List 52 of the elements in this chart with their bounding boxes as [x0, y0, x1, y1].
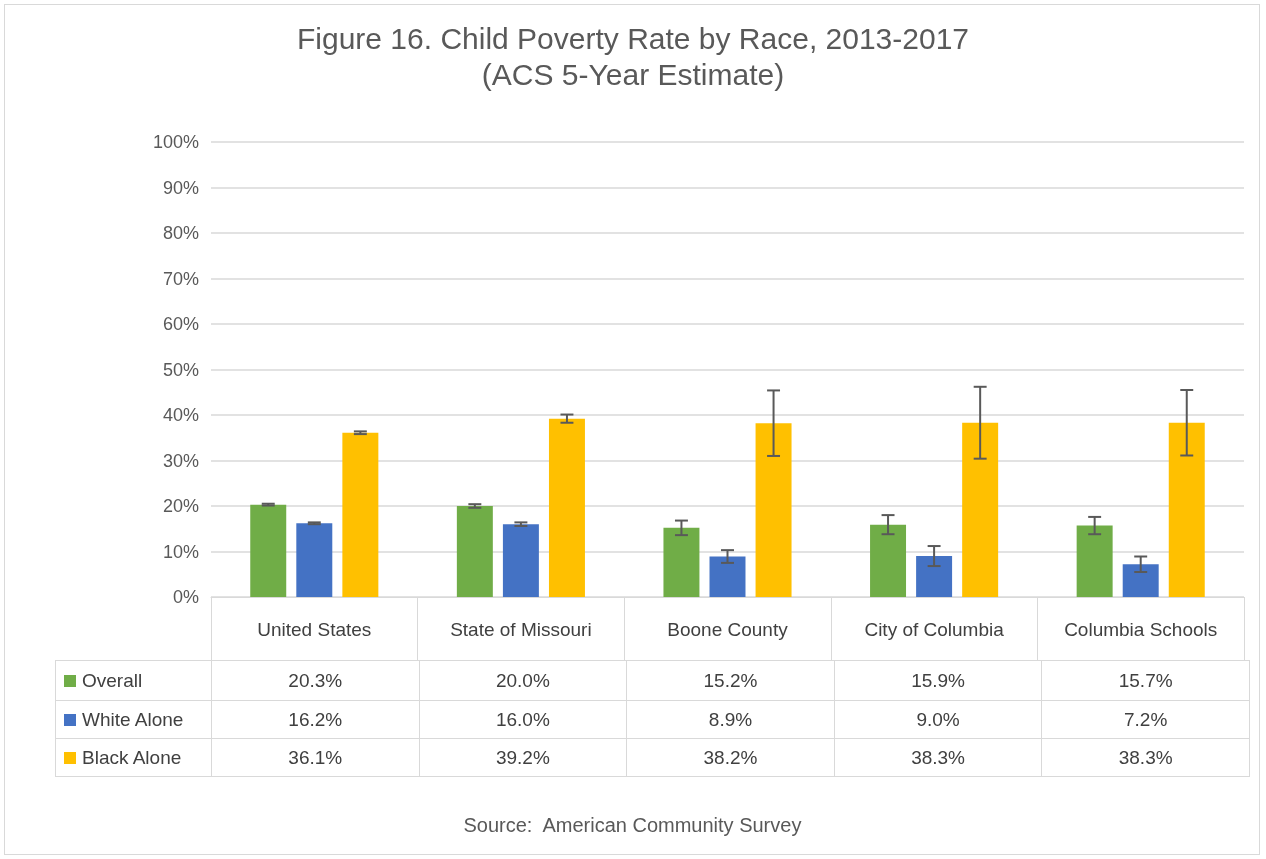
chart-subtitle: (ACS 5-Year Estimate)	[481, 57, 785, 91]
x-tick-label: United States	[257, 618, 372, 640]
data-label: 15.9%	[834, 660, 1042, 701]
y-tick-label: 30%	[162, 450, 199, 471]
bar	[456, 506, 493, 597]
data-label: 16.2%	[211, 700, 420, 739]
data-label: 9.0%	[834, 700, 1042, 739]
y-tick-label: 50%	[162, 359, 199, 380]
data-label: 15.7%	[1041, 660, 1250, 701]
y-tick-label: 40%	[162, 405, 199, 425]
x-tick-label: Columbia Schools	[1064, 618, 1218, 640]
y-tick-label: 60%	[162, 314, 199, 334]
x-tick-label: City of Columbia	[864, 618, 1005, 640]
y-tick-label: 80%	[162, 223, 199, 243]
legend-label: White Alone	[55, 700, 212, 739]
x-tick-label: Boone County	[667, 618, 789, 640]
bar	[250, 504, 287, 597]
x-tick-label: State of Missouri	[450, 618, 592, 640]
y-tick-label: 20%	[162, 496, 199, 516]
y-tick-label: 0%	[172, 587, 199, 607]
data-label: 15.2%	[626, 660, 835, 701]
y-tick-label: 70%	[162, 268, 199, 289]
data-label: 7.2%	[1041, 700, 1250, 739]
data-label: 39.2%	[419, 738, 627, 777]
y-tick-label: 90%	[162, 177, 199, 198]
bar	[962, 422, 999, 597]
legend-label: Overall	[55, 660, 212, 701]
legend-label: Black Alone	[55, 738, 212, 777]
data-label: 36.1%	[211, 738, 420, 777]
bar	[1076, 525, 1113, 597]
data-label: 20.0%	[419, 660, 627, 701]
bar	[296, 523, 333, 597]
bar	[1122, 564, 1159, 597]
bar	[870, 524, 907, 597]
data-label: 38.3%	[1041, 738, 1250, 777]
bar	[548, 418, 585, 597]
bar	[916, 556, 953, 597]
bar	[1168, 422, 1205, 597]
bar	[342, 432, 379, 597]
bar	[663, 527, 700, 597]
data-label: 16.0%	[419, 700, 627, 739]
data-label: 38.2%	[626, 738, 835, 777]
bar	[755, 423, 792, 597]
data-label: 8.9%	[626, 700, 835, 739]
y-tick-label: 10%	[162, 541, 199, 562]
bar	[502, 524, 539, 597]
data-label: 20.3%	[211, 660, 420, 701]
data-label: 38.3%	[834, 738, 1042, 777]
bar	[709, 556, 746, 597]
chart-title: Figure 16. Child Poverty Rate by Race, 2013-2017	[296, 21, 970, 55]
source-note: Source: American Community Survey	[463, 814, 802, 836]
y-tick-label: 100%	[152, 132, 199, 152]
